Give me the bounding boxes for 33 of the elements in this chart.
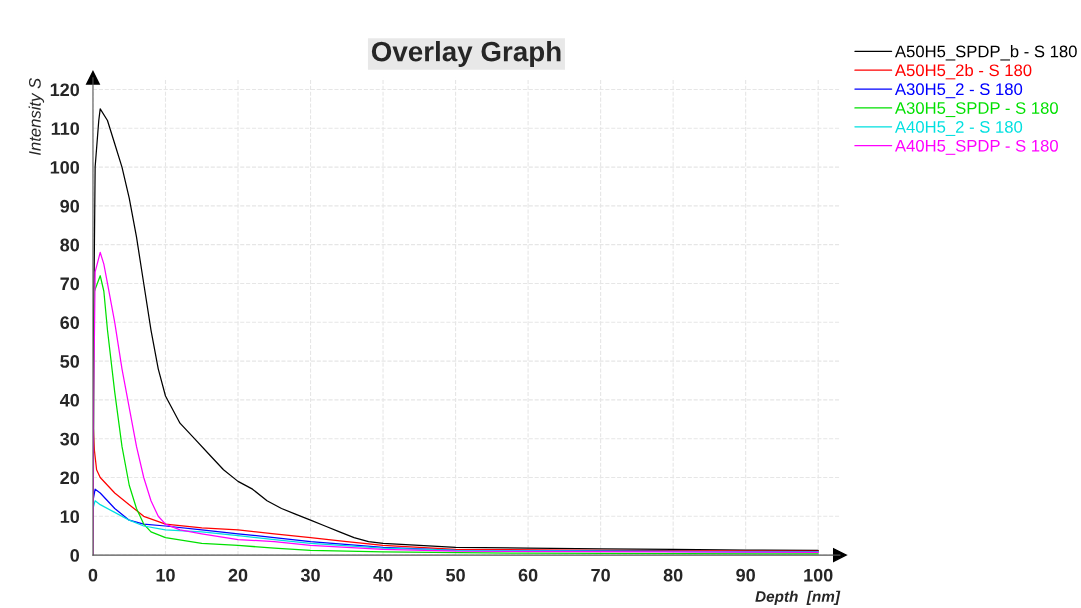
legend-label: A30H5_SPDP - S 180 <box>894 102 1058 118</box>
y-tick-label: 120 <box>50 83 80 97</box>
x-tick-label: 10 <box>156 568 175 582</box>
y-tick-label: 20 <box>60 471 80 485</box>
y-tick-label: 80 <box>60 238 80 252</box>
legend-label: A50H5_SPDP_b - S 180 <box>894 45 1077 61</box>
y-axis-title: Intensity S <box>28 78 45 155</box>
y-tick-label: 10 <box>60 510 80 524</box>
x-tick-label: 80 <box>663 568 683 582</box>
y-tick-label: 0 <box>70 549 80 562</box>
x-tick-label: 30 <box>300 568 320 582</box>
y-tick-label: 100 <box>50 161 80 174</box>
y-tick-label: 110 <box>51 122 80 135</box>
x-tick-label: 20 <box>228 568 248 582</box>
chart-title: Overlay Graph <box>371 41 561 67</box>
legend-label: A40H5_SPDP - S 180 <box>894 139 1058 155</box>
x-tick-label: 90 <box>736 568 755 582</box>
x-tick-label: 0 <box>88 568 98 582</box>
y-tick-label: 40 <box>59 393 80 407</box>
y-tick-label: 60 <box>60 316 80 329</box>
y-tick-label: 50 <box>60 355 80 368</box>
legend-label: A50H5_2b - S 180 <box>894 63 1032 80</box>
y-tick-label: 30 <box>60 432 80 446</box>
y-tick-label: 70 <box>60 277 80 291</box>
x-tick-label: 100 <box>804 568 833 582</box>
legend-label: A30H5_2 - S 180 <box>894 83 1023 99</box>
y-tick-label: 90 <box>60 199 80 213</box>
x-tick-label: 40 <box>373 568 393 582</box>
x-tick-label: 60 <box>518 568 538 582</box>
x-tick-label: 50 <box>446 568 465 582</box>
x-axis-title: Depth [nm] <box>755 590 841 605</box>
x-tick-label: 70 <box>591 568 610 582</box>
legend-label: A40H5_2 - S 180 <box>894 121 1023 136</box>
